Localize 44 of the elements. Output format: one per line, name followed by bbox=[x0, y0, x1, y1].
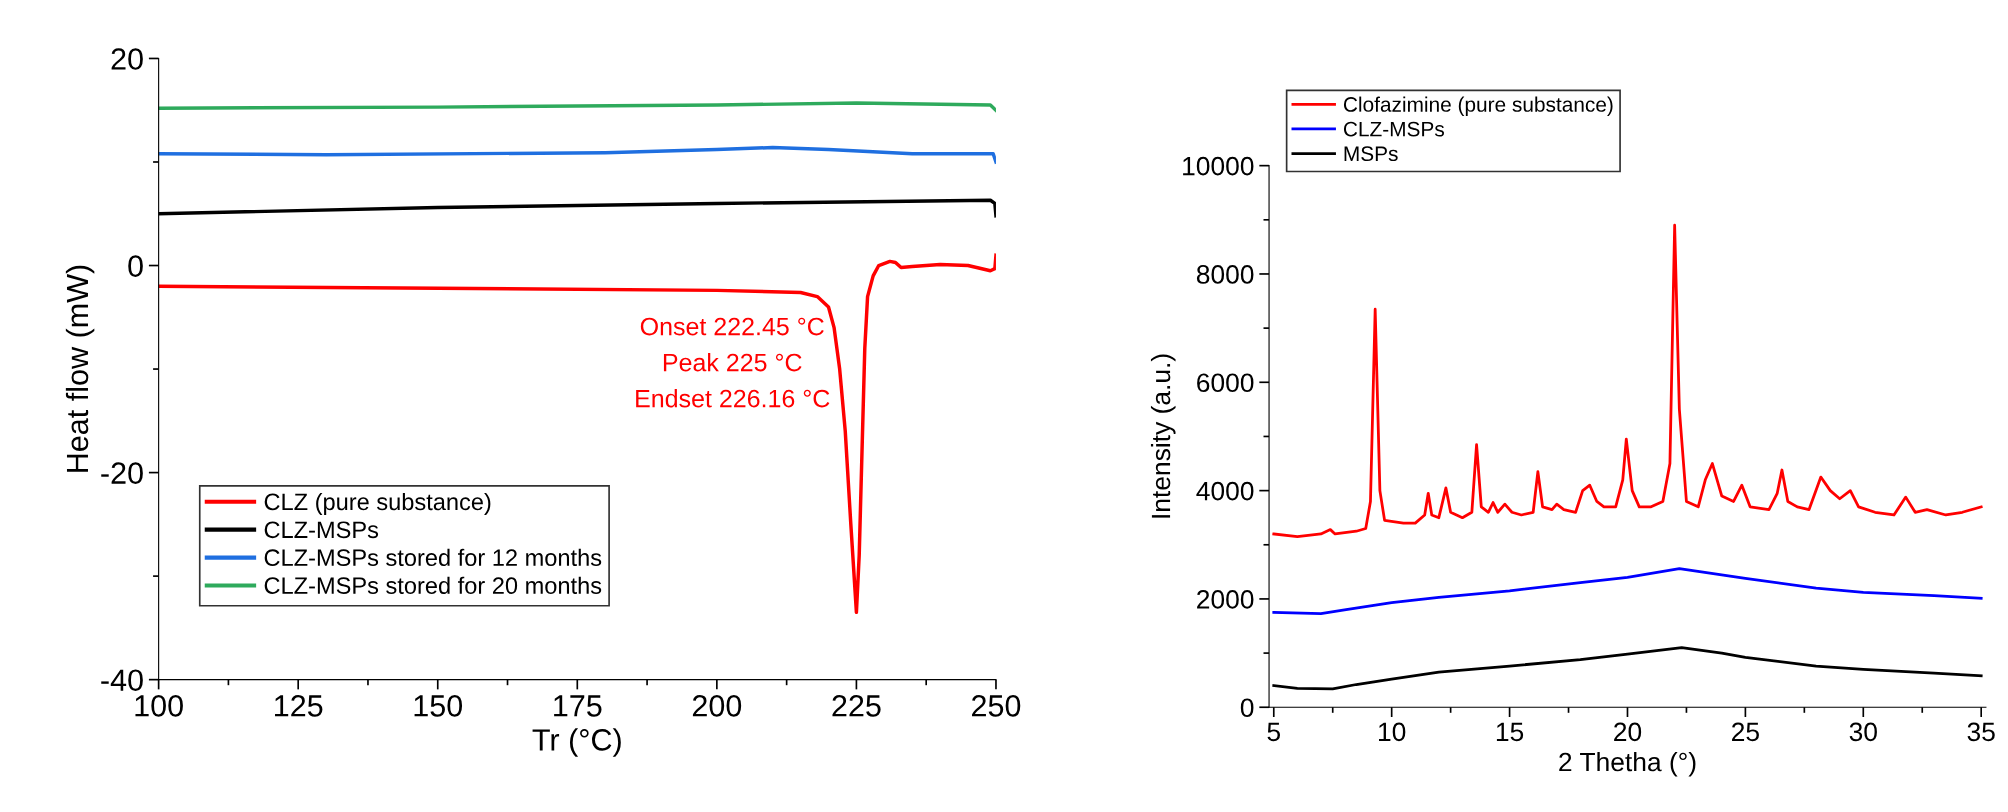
y-tick-label: 2000 bbox=[1197, 590, 1254, 609]
x-tick-label: 100 bbox=[135, 695, 183, 717]
x-axis-title: 2 Thetha (°) bbox=[1559, 751, 1696, 777]
y-tick-label: 0 bbox=[128, 255, 143, 277]
x-tick-label: 125 bbox=[275, 695, 323, 717]
annotation: Onset 222.45 °C bbox=[640, 317, 824, 336]
y-tick-label: 6000 bbox=[1197, 373, 1254, 393]
y-tick-label: -40 bbox=[101, 669, 143, 692]
x-tick-label: 15 bbox=[1496, 722, 1524, 742]
legend-label: CLZ (pure substance) bbox=[264, 492, 491, 515]
x-tick-label: 35 bbox=[1967, 722, 1995, 742]
legend-label: MSPs bbox=[1344, 146, 1398, 162]
x-tick-label: 175 bbox=[554, 695, 602, 717]
annotation: Endset 226.16 °C bbox=[636, 389, 830, 408]
y-tick-label: 0 bbox=[1240, 698, 1254, 718]
y-axis-title: Intensity (a.u.) bbox=[1150, 354, 1176, 518]
legend-label: CLZ-MSPs bbox=[1343, 121, 1444, 137]
x-tick-label: 5 bbox=[1267, 722, 1280, 742]
line-series bbox=[1272, 223, 1983, 539]
line-series bbox=[1272, 567, 1983, 615]
y-tick-label: 20 bbox=[111, 48, 143, 70]
annotation: Peak 225 °C bbox=[663, 353, 802, 372]
x-tick-label: 225 bbox=[832, 695, 881, 717]
y-tick-label: -20 bbox=[101, 462, 143, 484]
y-axis-title: Heat flow (mW) bbox=[65, 265, 95, 472]
x-tick-label: 25 bbox=[1732, 722, 1759, 742]
y-tick-label: 8000 bbox=[1196, 265, 1254, 284]
line-series bbox=[158, 253, 996, 615]
x-tick-label: 250 bbox=[972, 695, 1021, 717]
line-series bbox=[158, 145, 996, 164]
legend-label: CLZ-MSPs stored for 12 months bbox=[264, 548, 602, 567]
x-tick-label: 150 bbox=[414, 695, 463, 717]
x-tick-label: 30 bbox=[1849, 722, 1877, 742]
line-series bbox=[1272, 646, 1983, 691]
y-tick-label: 10000 bbox=[1183, 156, 1254, 176]
x-axis-title: Tr (°C) bbox=[532, 728, 621, 757]
x-tick-label: 20 bbox=[1614, 722, 1642, 742]
legend-label: CLZ-MSPs bbox=[264, 521, 379, 539]
y-tick-label: 4000 bbox=[1196, 481, 1254, 501]
x-tick-label: 10 bbox=[1379, 722, 1406, 742]
legend-label: Clofazimine (pure substance) bbox=[1343, 96, 1613, 116]
legend-label: CLZ-MSPs stored for 20 months bbox=[264, 576, 602, 594]
line-series bbox=[158, 101, 996, 112]
x-tick-label: 200 bbox=[692, 695, 742, 717]
